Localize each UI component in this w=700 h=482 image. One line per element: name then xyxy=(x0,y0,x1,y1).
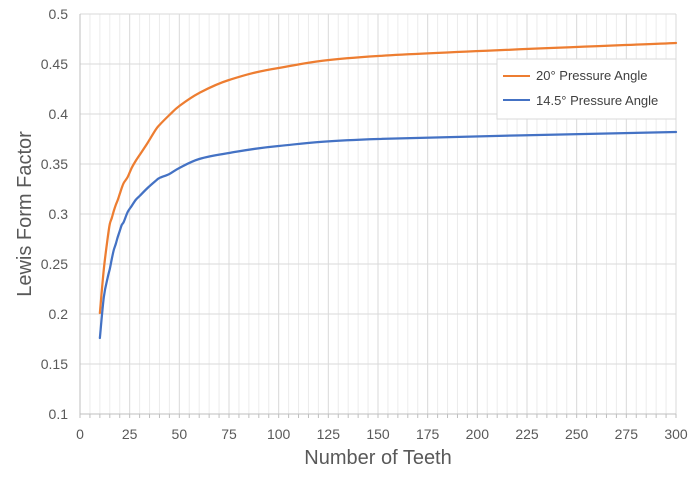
x-tick-label: 275 xyxy=(615,426,639,442)
x-tick-label: 200 xyxy=(466,426,490,442)
x-tick-label: 300 xyxy=(664,426,688,442)
x-tick-label: 225 xyxy=(515,426,539,442)
x-tick-label: 250 xyxy=(565,426,589,442)
y-axis-title: Lewis Form Factor xyxy=(14,131,36,297)
x-axis-title: Number of Teeth xyxy=(304,447,452,469)
x-tick-label: 100 xyxy=(267,426,291,442)
y-tick-label: 0.2 xyxy=(49,306,69,322)
x-tick-label: 75 xyxy=(221,426,237,442)
y-tick-label: 0.45 xyxy=(41,56,68,72)
y-tick-label: 0.15 xyxy=(41,356,68,372)
y-tick-label: 0.25 xyxy=(41,256,68,272)
series-line-0 xyxy=(98,41,678,315)
y-tick-label: 0.4 xyxy=(49,106,69,122)
legend-box xyxy=(496,58,677,120)
x-tick-label: 125 xyxy=(317,426,341,442)
legend: 20° Pressure Angle 14.5° Pressure Angle xyxy=(496,58,677,120)
legend-label-14-5-deg: 14.5° Pressure Angle xyxy=(536,93,658,108)
y-tick-label: 0.1 xyxy=(49,406,69,422)
axes xyxy=(79,14,677,418)
x-tick-labels: 0 25 50 75 100 125 150 175 200 225 250 275 300 xyxy=(76,426,688,442)
x-tick-label: 25 xyxy=(122,426,138,442)
x-tick-label: 175 xyxy=(416,426,440,442)
y-tick-label: 0.5 xyxy=(49,6,69,22)
x-tick-label: 50 xyxy=(172,426,188,442)
legend-label-20-deg: 20° Pressure Angle xyxy=(536,68,647,83)
grid-lines xyxy=(80,13,677,414)
x-tick-label: 0 xyxy=(76,426,84,442)
series-line-1 xyxy=(98,130,678,340)
x-tick-label: 150 xyxy=(366,426,390,442)
y-tick-labels: 0.1 0.15 0.2 0.25 0.3 0.35 0.4 0.45 0.5 xyxy=(41,6,68,422)
y-tick-label: 0.35 xyxy=(41,156,68,172)
series-lines xyxy=(98,41,678,340)
y-tick-label: 0.3 xyxy=(49,206,69,222)
